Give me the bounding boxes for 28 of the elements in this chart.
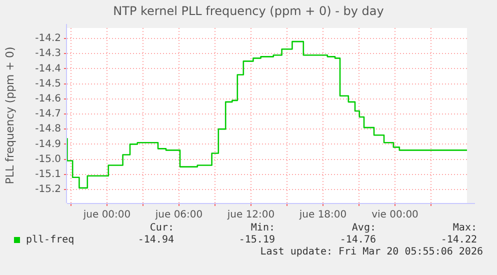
y-tick-label: -14.3 bbox=[35, 48, 61, 60]
y-tick-label: -15.1 bbox=[35, 168, 61, 180]
text: -15.19 bbox=[238, 234, 275, 246]
text: Min: bbox=[250, 222, 275, 234]
legend-label: pll-freq bbox=[26, 234, 74, 246]
x-tick-label: jue 12:00 bbox=[226, 210, 275, 221]
y-tick-label: -14.7 bbox=[35, 108, 61, 120]
text: Max: bbox=[452, 222, 477, 234]
x-tick-label: jue 18:00 bbox=[298, 210, 347, 221]
x-tick-label: jue 06:00 bbox=[154, 210, 203, 221]
text: -14.76 bbox=[340, 234, 376, 246]
y-tick-label: -14.9 bbox=[35, 138, 61, 150]
text: Last update: Fri Mar 20 05:55:06 2026 bbox=[260, 246, 483, 258]
y-tick-label: -15.0 bbox=[35, 154, 61, 165]
y-tick-label: -15.2 bbox=[35, 184, 61, 196]
x-tick-label: vie 00:00 bbox=[372, 210, 418, 221]
y-axis-title: PLL frequency (ppm + 0) bbox=[3, 46, 16, 184]
y-tick-label: -14.4 bbox=[35, 63, 61, 74]
text: Cur: bbox=[150, 222, 174, 234]
text: -14.22 bbox=[440, 234, 477, 246]
chart-title: NTP kernel PLL frequency (ppm + 0) - by day bbox=[113, 4, 384, 18]
text: Avg: bbox=[352, 222, 376, 234]
y-tick-label: -14.2 bbox=[35, 33, 61, 44]
y-tick-label: -14.8 bbox=[35, 124, 61, 135]
y-tick-label: -14.6 bbox=[35, 94, 61, 104]
x-tick-label: jue 00:00 bbox=[82, 210, 131, 221]
y-tick-label: -14.5 bbox=[35, 78, 61, 90]
text: -14.94 bbox=[138, 234, 174, 246]
